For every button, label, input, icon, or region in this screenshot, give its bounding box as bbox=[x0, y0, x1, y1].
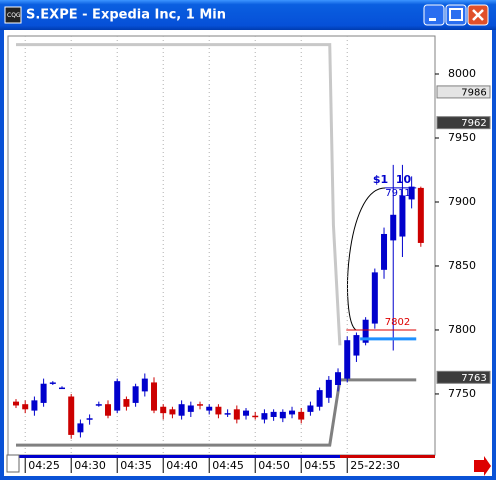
candle-body bbox=[59, 387, 66, 390]
candle-body bbox=[151, 382, 158, 411]
x-tick-label: 04:25 bbox=[28, 459, 60, 472]
candle-body bbox=[187, 405, 194, 412]
annotation-curve bbox=[347, 187, 386, 331]
candle-body bbox=[353, 335, 360, 356]
candle-body bbox=[371, 272, 378, 324]
candle-body bbox=[123, 399, 130, 407]
candle-body bbox=[298, 411, 305, 420]
candle-body bbox=[224, 413, 231, 415]
candle-body bbox=[390, 214, 397, 241]
candle-body bbox=[243, 410, 250, 416]
candle-body bbox=[261, 413, 268, 420]
y-tick-label: 8000 bbox=[448, 67, 476, 80]
candle-body bbox=[31, 400, 38, 411]
price-tag-label: 7986 bbox=[461, 87, 486, 98]
candle-body bbox=[408, 186, 415, 200]
plot-area bbox=[7, 35, 436, 456]
y-tick-label: 7800 bbox=[448, 323, 476, 336]
candle-body bbox=[381, 233, 388, 270]
candle-body bbox=[362, 319, 369, 343]
candle-body bbox=[40, 383, 47, 403]
minimize-button[interactable] bbox=[423, 4, 445, 26]
time-bar-session bbox=[340, 455, 435, 458]
y-tick-label: 7850 bbox=[448, 259, 476, 272]
y-tick-label: 7950 bbox=[448, 131, 476, 144]
x-tick-label: 04:55 bbox=[304, 459, 336, 472]
y-tick-label: 7900 bbox=[448, 195, 476, 208]
candle-body bbox=[22, 404, 29, 410]
x-tick-label: 04:45 bbox=[212, 459, 244, 472]
indicator-line bbox=[16, 378, 417, 447]
candle-body bbox=[141, 378, 148, 392]
candle-body bbox=[215, 406, 222, 415]
candle-body bbox=[307, 405, 314, 412]
price-tag-label: 7763 bbox=[461, 373, 486, 384]
candle-body bbox=[132, 386, 139, 403]
candle-body bbox=[197, 404, 204, 406]
candle-body bbox=[335, 372, 342, 385]
candle-body bbox=[114, 381, 121, 411]
x-tick-label: 04:35 bbox=[120, 459, 152, 472]
y-tick-label: 7750 bbox=[448, 387, 476, 400]
candle-body bbox=[105, 404, 112, 416]
scroll-right-arrow[interactable] bbox=[474, 456, 491, 476]
time-bar bbox=[8, 455, 435, 458]
x-tick-label: 04:40 bbox=[166, 459, 198, 472]
price-tag bbox=[436, 85, 491, 99]
indicator-line bbox=[16, 43, 342, 346]
candle-body bbox=[13, 401, 20, 406]
level-label: 7802 bbox=[385, 317, 410, 328]
candle-body bbox=[49, 382, 56, 384]
candle-body bbox=[160, 406, 167, 414]
price-tag bbox=[436, 116, 491, 130]
candle-body bbox=[279, 411, 286, 419]
x-tick-label: 04:50 bbox=[258, 459, 290, 472]
marker-text: $1 10 bbox=[373, 173, 412, 186]
x-tick-label: 04:30 bbox=[74, 459, 106, 472]
title-bar bbox=[0, 0, 496, 30]
candle-body bbox=[344, 340, 351, 379]
price-tag-label: 7962 bbox=[461, 118, 486, 129]
maximize-button[interactable] bbox=[445, 4, 467, 26]
window-title: S.EXPE - Expedia Inc, 1 Min bbox=[26, 8, 226, 23]
marker-value: 7911 bbox=[385, 188, 410, 199]
candle-body bbox=[169, 409, 176, 415]
candle-body bbox=[77, 423, 84, 433]
candle-body bbox=[233, 409, 240, 420]
candle-body bbox=[316, 390, 323, 407]
app-icon bbox=[4, 6, 22, 24]
candle-body bbox=[206, 406, 213, 411]
close-button[interactable] bbox=[467, 4, 489, 26]
candle-body bbox=[252, 415, 259, 418]
candle-body bbox=[417, 187, 424, 243]
candle-body bbox=[68, 396, 75, 435]
candle-body bbox=[270, 411, 277, 417]
candle-body bbox=[325, 379, 332, 398]
candle-body bbox=[95, 404, 102, 406]
candle-body bbox=[86, 418, 93, 420]
candle-body bbox=[178, 404, 185, 416]
scroll-box[interactable] bbox=[6, 454, 20, 473]
price-tag bbox=[436, 370, 491, 384]
candle-body bbox=[289, 410, 296, 415]
app-icon-glyph: CQG bbox=[7, 12, 21, 19]
candle-body bbox=[399, 195, 406, 237]
x-tick-label: 25-22:30 bbox=[350, 459, 400, 472]
